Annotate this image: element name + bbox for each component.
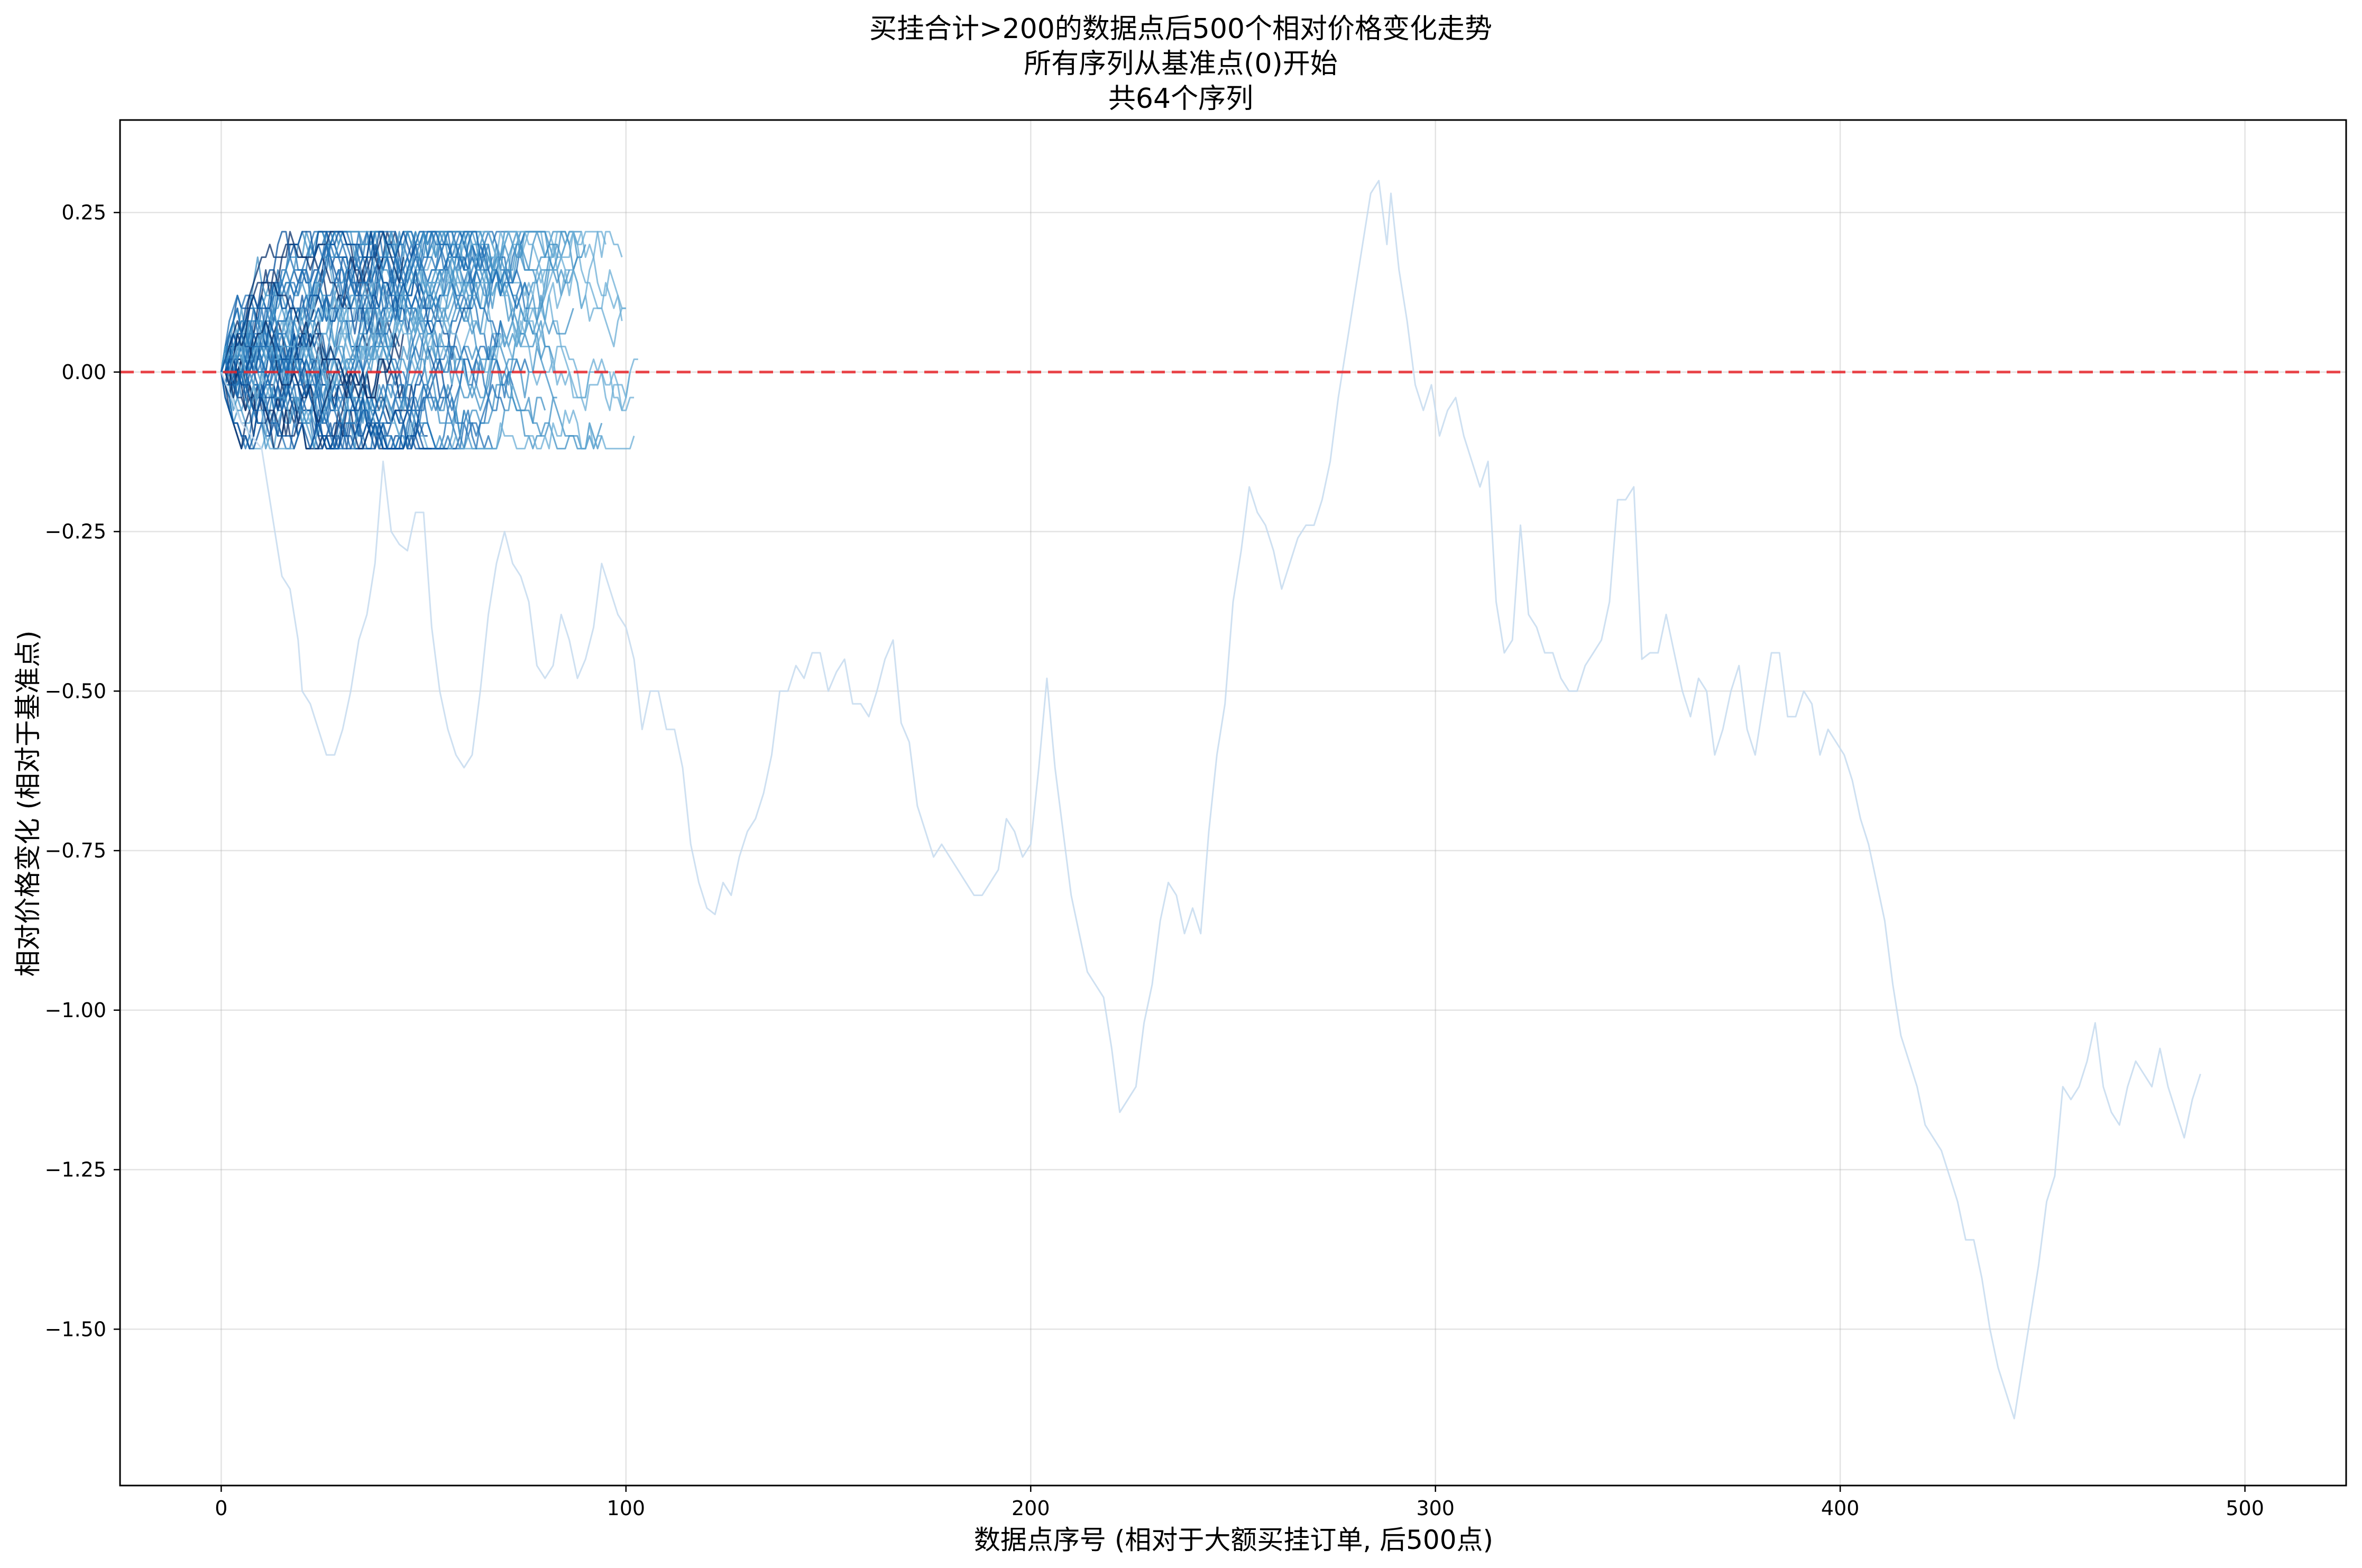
y-tick-label: −1.50	[45, 1317, 106, 1341]
x-tick-label: 200	[1012, 1497, 1050, 1520]
plot-frame	[119, 119, 2347, 1487]
y-tick-label: 0.25	[61, 201, 106, 224]
series-line	[221, 230, 606, 399]
chart-title-line-3: 共64个序列	[1108, 83, 1253, 115]
x-tick-label: 0	[215, 1497, 227, 1520]
series-line	[220, 230, 626, 386]
series-line	[220, 333, 501, 450]
y-tick-label: −1.25	[45, 1158, 106, 1182]
series-group	[220, 180, 2201, 1419]
series-line	[221, 230, 626, 373]
y-axis-label: 相对价格变化 (相对于基准点)	[13, 631, 43, 977]
chart-title-line-1: 买挂合计>200的数据点后500个相对价格变化走势	[869, 13, 1492, 45]
x-tick-label: 400	[1821, 1497, 1860, 1520]
y-tick-label: −0.50	[45, 679, 106, 703]
series-line-long	[220, 180, 2201, 1419]
x-tick-label: 300	[1416, 1497, 1455, 1520]
x-axis-label: 数据点序号 (相对于大额买挂订单, 后500点)	[974, 1525, 1493, 1555]
grid	[120, 120, 2346, 1486]
x-tick-label: 100	[607, 1497, 646, 1520]
series-line	[221, 282, 405, 399]
y-tick-label: 0.00	[61, 361, 106, 384]
y-tick-label: −0.25	[45, 520, 106, 543]
y-tick-label: −1.00	[45, 999, 106, 1022]
series-line	[220, 307, 506, 450]
x-tick-label: 500	[2226, 1497, 2264, 1520]
series-line	[221, 230, 509, 373]
y-tick-label: −0.75	[45, 839, 106, 862]
series-line	[220, 320, 554, 450]
chart-title-line-2: 所有序列从基准点(0)开始	[1024, 48, 1338, 80]
x-axis-ticks: 0 100 200 300 400 500	[215, 1486, 2264, 1520]
series-line	[220, 230, 498, 399]
y-axis-ticks: 0.25 0.00 −0.25 −0.50 −0.75 −1.00 −1.25 −1.50	[45, 201, 120, 1341]
series-line	[220, 230, 530, 373]
